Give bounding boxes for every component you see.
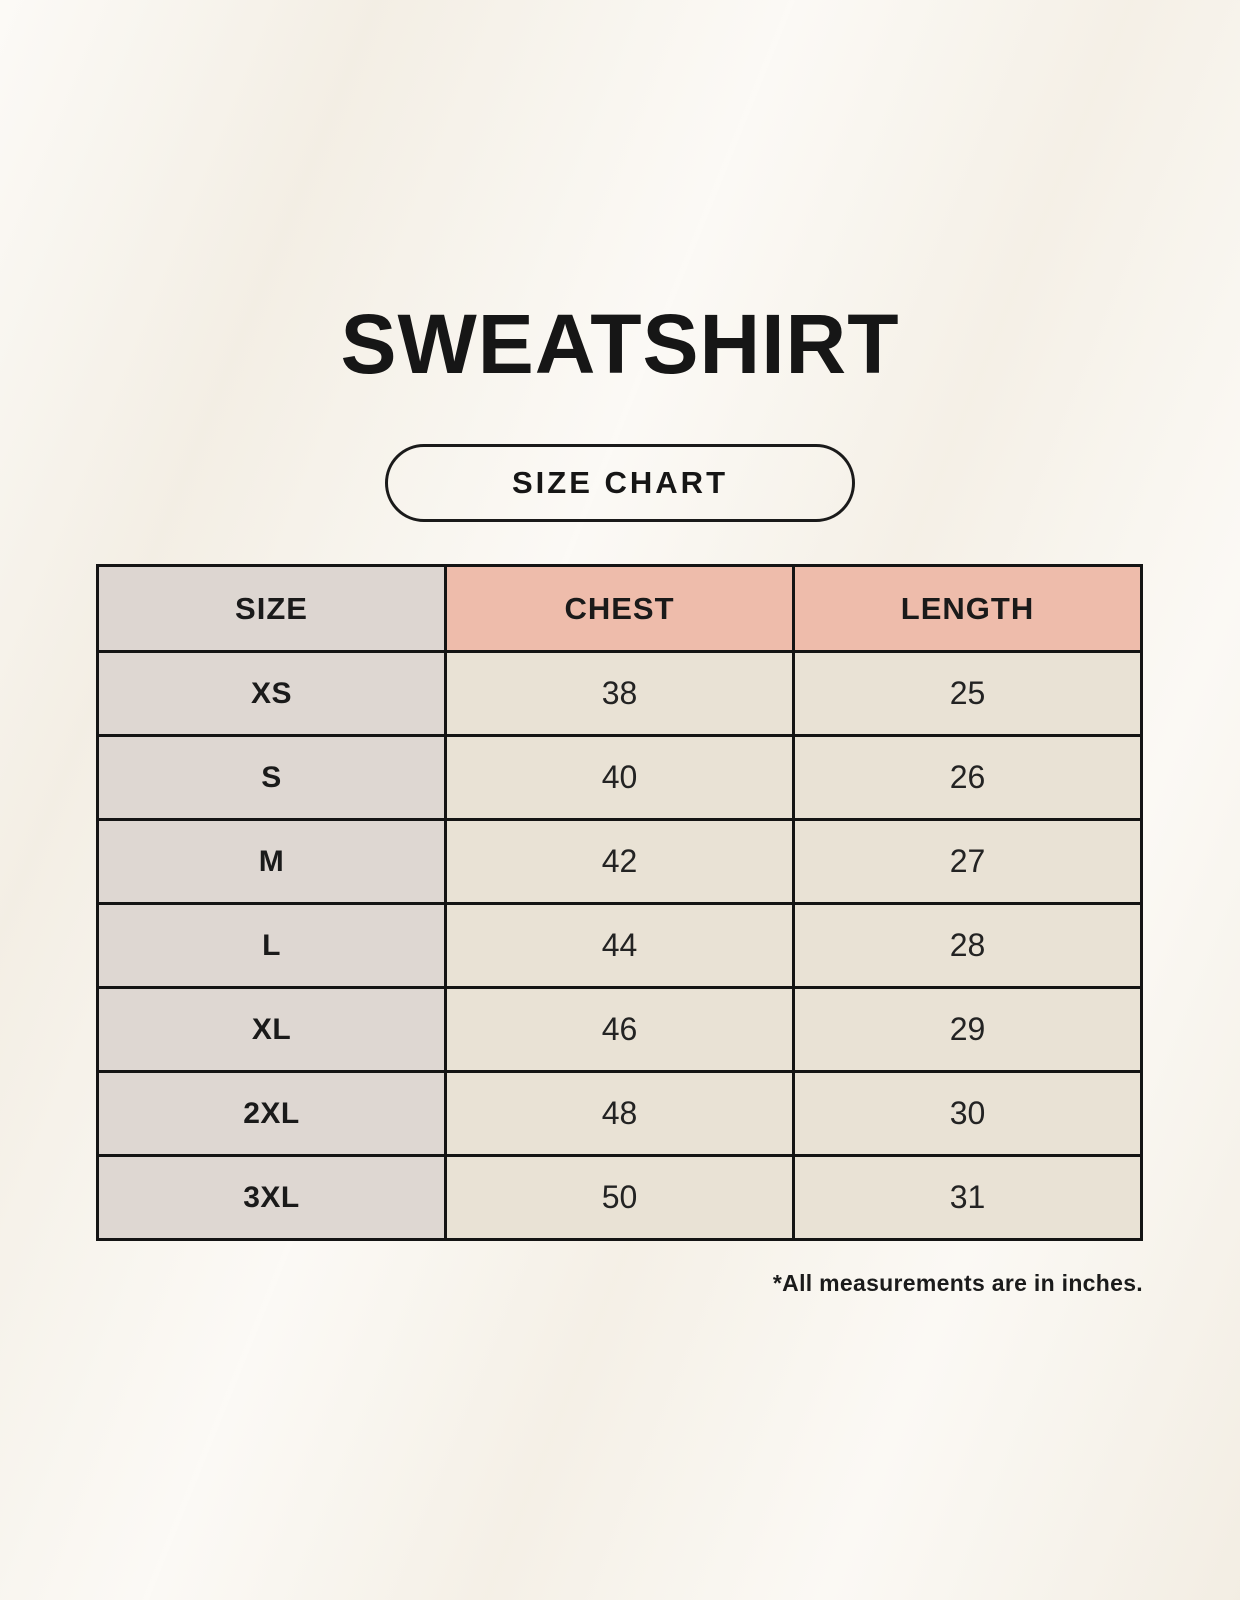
table-row: S 40 26 [96,734,1143,821]
size-chart-badge[interactable]: SIZE CHART [385,444,855,522]
size-label: 3XL [96,1154,447,1241]
chest-value: 50 [444,1154,795,1241]
table-row: XL 46 29 [96,986,1143,1073]
size-label: S [96,734,447,821]
size-table: SIZE CHEST LENGTH XS 38 25 S 40 26 M [96,564,1143,1241]
length-value: 28 [792,902,1143,989]
table-row: 2XL 48 30 [96,1070,1143,1157]
size-chart-badge-label: SIZE CHART [512,465,728,500]
length-value: 25 [792,650,1143,737]
column-header-chest: CHEST [444,564,795,653]
table-row: XS 38 25 [96,650,1143,737]
chest-value: 48 [444,1070,795,1157]
length-value: 30 [792,1070,1143,1157]
length-value: 27 [792,818,1143,905]
column-header-size: SIZE [96,564,447,653]
table-row: M 42 27 [96,818,1143,905]
size-label: XL [96,986,447,1073]
size-label: L [96,902,447,989]
size-label: M [96,818,447,905]
chest-value: 40 [444,734,795,821]
table-header-row: SIZE CHEST LENGTH [96,564,1143,653]
table-row: L 44 28 [96,902,1143,989]
length-value: 31 [792,1154,1143,1241]
chest-value: 46 [444,986,795,1073]
chest-value: 44 [444,902,795,989]
chest-value: 42 [444,818,795,905]
length-value: 29 [792,986,1143,1073]
measurements-footnote: *All measurements are in inches. [772,1270,1143,1296]
table-row: 3XL 50 31 [96,1154,1143,1241]
size-label: XS [96,650,447,737]
column-header-length: LENGTH [792,564,1143,653]
page-title: SWEATSHIRT [340,297,900,391]
chest-value: 38 [444,650,795,737]
size-label: 2XL [96,1070,447,1157]
length-value: 26 [792,734,1143,821]
